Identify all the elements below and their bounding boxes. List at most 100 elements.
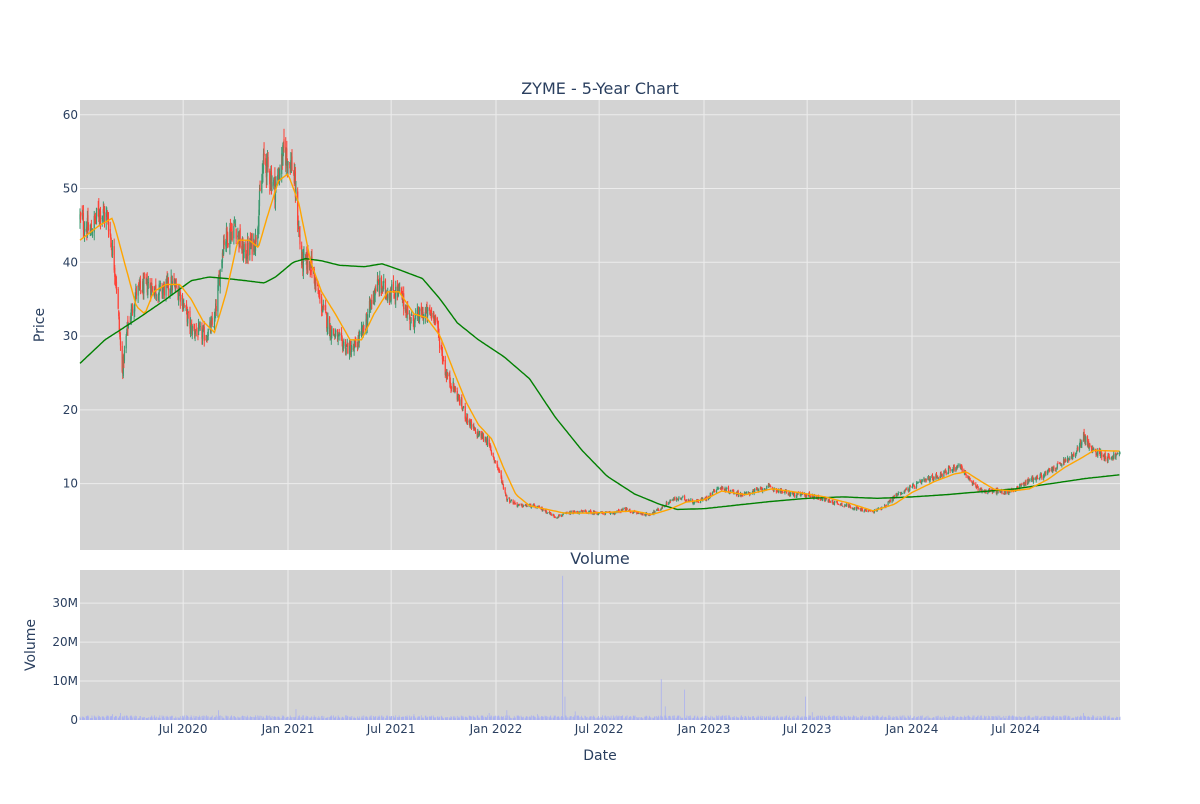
volume-bar bbox=[872, 715, 874, 720]
volume-bar bbox=[134, 717, 136, 720]
volume-bar bbox=[1040, 717, 1042, 720]
candle-body bbox=[217, 285, 219, 312]
volume-bar bbox=[848, 715, 850, 720]
volume-bar bbox=[1059, 716, 1061, 720]
volume-bar bbox=[971, 717, 973, 720]
candle-body bbox=[93, 216, 95, 233]
volume-bar bbox=[159, 718, 161, 720]
volume-bar bbox=[446, 717, 447, 720]
volume-bar bbox=[318, 718, 320, 720]
volume-bar bbox=[393, 715, 394, 720]
candle-body bbox=[1032, 477, 1034, 482]
volume-bar bbox=[634, 717, 635, 720]
candle-body bbox=[341, 337, 343, 341]
volume-bar bbox=[626, 717, 627, 720]
volume-bar bbox=[947, 717, 949, 720]
volume-bar bbox=[1083, 715, 1085, 720]
candle-body bbox=[538, 506, 540, 508]
candle-body bbox=[470, 419, 472, 423]
volume-bar bbox=[245, 716, 247, 720]
volume-bar bbox=[656, 718, 658, 720]
candle-body bbox=[821, 498, 824, 500]
volume-bar bbox=[1021, 717, 1022, 720]
volume-bar bbox=[618, 715, 620, 720]
volume-bar bbox=[259, 715, 261, 720]
volume-bar bbox=[163, 715, 165, 720]
volume-bar bbox=[605, 717, 607, 720]
volume-bar bbox=[282, 717, 284, 720]
candle-body bbox=[812, 495, 814, 497]
candle-body bbox=[534, 504, 536, 507]
candle-body bbox=[106, 213, 108, 214]
volume-bar bbox=[1075, 718, 1077, 720]
volume-bar bbox=[706, 715, 708, 720]
candle-body bbox=[781, 490, 783, 493]
candle-body bbox=[1023, 482, 1025, 486]
volume-bar bbox=[141, 717, 143, 720]
volume-bar bbox=[676, 716, 678, 720]
volume-bar bbox=[757, 715, 759, 720]
volume-bar bbox=[545, 717, 547, 720]
volume-bar bbox=[606, 717, 607, 720]
volume-bar bbox=[686, 715, 688, 720]
candle-body bbox=[678, 497, 680, 499]
volume-bar bbox=[548, 716, 550, 720]
candle-body bbox=[584, 510, 586, 512]
candle-body bbox=[746, 492, 748, 494]
volume-bar bbox=[669, 715, 671, 720]
volume-bar bbox=[915, 718, 917, 720]
candle-body bbox=[851, 507, 853, 509]
volume-bar bbox=[932, 718, 933, 720]
volume-bar bbox=[948, 717, 950, 720]
volume-bar bbox=[401, 716, 402, 720]
candle-body bbox=[101, 217, 103, 220]
volume-bar bbox=[1035, 716, 1037, 720]
volume-bar bbox=[1084, 716, 1086, 720]
volume-bar bbox=[134, 715, 136, 720]
candle-body bbox=[1008, 489, 1010, 495]
volume-bar bbox=[885, 717, 887, 720]
volume-bar bbox=[526, 716, 528, 720]
candle-body bbox=[612, 512, 614, 514]
volume-bar bbox=[249, 716, 251, 720]
candle-body bbox=[449, 382, 452, 385]
volume-y-tick-label: 0 bbox=[70, 713, 78, 727]
volume-bar bbox=[97, 715, 99, 720]
candle-body bbox=[223, 239, 225, 245]
volume-bar bbox=[965, 717, 966, 720]
candle-body bbox=[242, 241, 244, 261]
volume-bar bbox=[949, 716, 951, 720]
candle-body bbox=[470, 421, 473, 427]
volume-bar bbox=[1025, 717, 1027, 720]
volume-bar bbox=[325, 718, 327, 720]
candle-body bbox=[849, 504, 851, 506]
volume-bar bbox=[884, 718, 886, 720]
volume-bar bbox=[689, 715, 691, 720]
candle-body bbox=[387, 294, 389, 301]
volume-bar bbox=[533, 717, 535, 720]
volume-bar bbox=[330, 716, 332, 720]
volume-bar bbox=[314, 717, 316, 720]
candle-body bbox=[454, 388, 456, 393]
candle-body bbox=[520, 504, 522, 506]
volume-bar bbox=[900, 716, 902, 720]
volume-bar bbox=[866, 716, 867, 720]
volume-bar bbox=[406, 716, 407, 720]
volume-bar bbox=[664, 706, 666, 720]
candle-body bbox=[1047, 470, 1049, 472]
volume-bar bbox=[285, 718, 287, 720]
volume-bar bbox=[577, 715, 579, 720]
volume-bar bbox=[860, 716, 862, 720]
volume-bar bbox=[782, 717, 784, 720]
volume-bar bbox=[590, 716, 591, 720]
volume-bar bbox=[229, 718, 231, 720]
volume-bar bbox=[1057, 718, 1059, 720]
candle-body bbox=[239, 228, 241, 247]
candle-body bbox=[117, 288, 119, 309]
candle-body bbox=[960, 464, 963, 467]
volume-bar bbox=[290, 717, 292, 720]
candle-body bbox=[110, 234, 112, 240]
volume-bar bbox=[83, 716, 84, 720]
volume-bar bbox=[823, 715, 825, 720]
volume-bar bbox=[713, 718, 715, 720]
